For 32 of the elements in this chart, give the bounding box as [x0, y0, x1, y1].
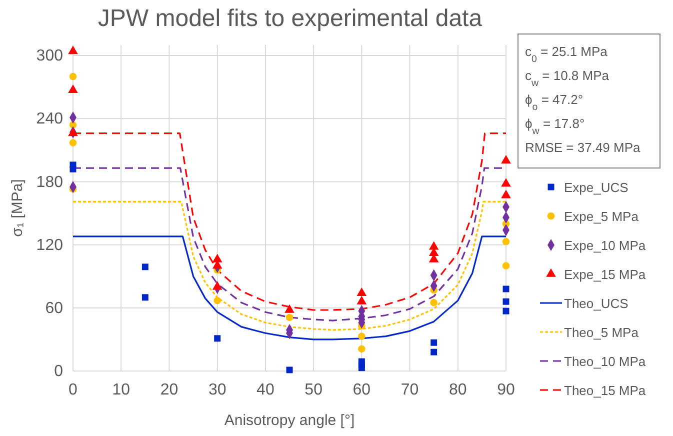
- x-tick-label: 20: [160, 381, 178, 398]
- x-tick-label: 10: [112, 381, 130, 398]
- legend-label: Expe_10 MPa: [564, 238, 646, 253]
- y-tick-label: 120: [36, 236, 64, 254]
- x-tick-label: 90: [497, 381, 515, 398]
- y-tick-label: 240: [36, 110, 64, 128]
- legend-label: Expe_15 MPa: [564, 267, 646, 282]
- x-tick-label: 40: [256, 381, 274, 398]
- chart-title: JPW model fits to experimental data: [98, 5, 483, 32]
- y-tick-label: 300: [36, 48, 64, 65]
- legend-label: Theo_10 MPa: [564, 354, 646, 369]
- x-tick-label: 50: [304, 381, 323, 398]
- text: c$_{w}$ = 10.8 MPa: [525, 68, 610, 88]
- x-tick-label: 60: [352, 381, 371, 398]
- y-tick-label: 180: [36, 174, 64, 191]
- legend-label: Expe_5 MPa: [564, 209, 640, 224]
- y-tick-label: 60: [45, 300, 64, 318]
- y-tick-label: 0: [54, 363, 64, 380]
- x-tick-label: 70: [400, 381, 419, 398]
- x-axis-title: Anisotropy angle [°]: [224, 412, 355, 429]
- x-tick-label: 30: [208, 381, 226, 398]
- text: RMSE = 37.49 MPa: [525, 140, 642, 155]
- y-axis-title: σ₁ [MPa]: [9, 179, 26, 237]
- text: c$_{0}$ = 25.1 MPa: [525, 44, 608, 64]
- legend-label: Expe_UCS: [564, 180, 629, 195]
- x-tick-label: 80: [448, 381, 467, 398]
- legend-label: Theo_5 MPa: [564, 325, 640, 340]
- text: ϕ$_{o}$ = 47.2°: [525, 92, 584, 112]
- legend-label: Theo_15 MPa: [564, 383, 646, 398]
- x-tick-label: 0: [68, 381, 78, 398]
- text: ϕ$_{w}$ = 17.8°: [525, 116, 585, 136]
- legend-label: Theo_UCS: [564, 296, 629, 311]
